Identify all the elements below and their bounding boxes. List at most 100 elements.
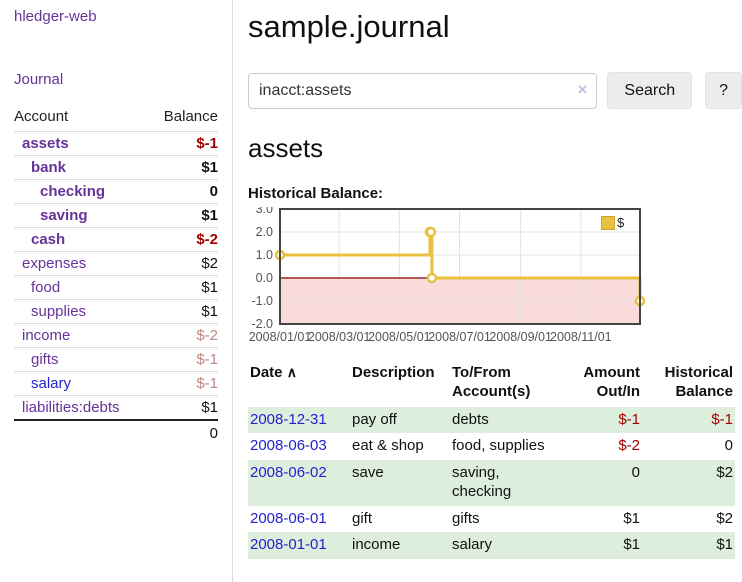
register-cell-accounts: saving, checking	[452, 464, 512, 500]
register-row: 2008-12-31 pay off debts $-1 $-1	[248, 406, 735, 434]
svg-text:0.0: 0.0	[256, 271, 273, 285]
account-row-bank: bank $1	[14, 155, 218, 180]
svg-text:2008/11/01: 2008/11/01	[550, 330, 612, 344]
register-cell-balance: $1	[716, 536, 733, 554]
chart-title: Historical Balance:	[248, 185, 384, 203]
account-balance: $1	[148, 203, 218, 228]
account-link-supplies[interactable]: supplies	[31, 303, 87, 320]
register-row: 2008-06-03 eat & shop food, supplies $-2…	[248, 433, 735, 460]
register-cell-description: eat & shop	[352, 437, 424, 455]
register-cell-amount: $1	[623, 509, 640, 527]
account-balance: $1	[148, 275, 218, 300]
account-link-expenses[interactable]: expenses	[22, 255, 87, 272]
sidebar-item-journal[interactable]: Journal	[14, 71, 64, 88]
register-header-amount: Amount Out/In	[583, 364, 640, 400]
account-balance: $-2	[148, 323, 218, 348]
account-link-food[interactable]: food	[31, 279, 61, 296]
account-link-assets[interactable]: assets	[22, 135, 69, 152]
account-link-salary[interactable]: salary	[31, 375, 72, 392]
account-link-checking[interactable]: checking	[40, 183, 106, 200]
search-input[interactable]	[248, 72, 598, 109]
accounts-table-header: Account Balance	[14, 106, 218, 132]
account-balance: $2	[148, 251, 218, 276]
register-header-row: Date ∧ Description To/From Account(s) Am…	[248, 362, 735, 407]
account-row-income: income $-2	[14, 323, 218, 348]
register-cell-accounts: debts	[452, 410, 489, 428]
accounts-table: Account Balance assets $-1 bank $1 check…	[14, 106, 218, 446]
register-row: 2008-06-02 save saving, checking 0 $2	[248, 460, 735, 506]
account-link-saving[interactable]: saving	[40, 207, 88, 224]
register-header-description: Description	[352, 364, 435, 382]
account-row-assets: assets $-1	[14, 131, 218, 156]
account-link-cash[interactable]: cash	[31, 231, 66, 248]
register-row: 2008-01-01 income salary $1 $1	[248, 532, 735, 560]
account-row-cash: cash $-2	[14, 227, 218, 252]
main-content: sample.journal × Search ? assets Histori…	[248, 0, 742, 560]
register-cell-description: pay off	[352, 410, 397, 428]
app-brand-link[interactable]: hledger-web	[14, 8, 97, 25]
balance-chart-svg: 3.0 2.0 1.0 0.0 -1.0 -2.02008/01/012008/03/01…	[249, 202, 646, 344]
account-balance: $1	[148, 299, 218, 324]
svg-text:2008/07/01: 2008/07/01	[428, 330, 491, 344]
clear-search-icon[interactable]: ×	[577, 79, 588, 99]
register-cell-amount: 0	[631, 464, 640, 482]
account-row-liabilities-debts: liabilities:debts $1	[14, 395, 218, 420]
svg-text:2008/05/01: 2008/05/01	[368, 330, 431, 344]
balance-chart: 3.0 2.0 1.0 0.0 -1.0 -2.0 2008/01/01 2008/03/01…	[248, 202, 648, 347]
account-link-income[interactable]: income	[22, 327, 71, 344]
app-brand: hledger-web	[14, 8, 218, 25]
account-row-salary: salary $-1	[14, 371, 218, 396]
register-cell-accounts: salary	[452, 536, 493, 554]
register-date-link[interactable]: 2008-06-03	[250, 437, 327, 455]
account-balance: 0	[148, 179, 218, 204]
page-title: sample.journal	[248, 9, 450, 44]
account-link-bank[interactable]: bank	[31, 159, 67, 176]
account-balance: $-2	[148, 227, 218, 252]
register-cell-description: income	[352, 536, 401, 554]
register-header-accounts: To/From Account(s)	[452, 364, 531, 400]
search-box: ×	[248, 72, 598, 109]
register-date-link[interactable]: 2008-01-01	[250, 536, 327, 554]
register-date-link[interactable]: 2008-06-02	[250, 464, 327, 482]
svg-text:1.0: 1.0	[256, 248, 273, 262]
register-table: Date ∧ Description To/From Account(s) Am…	[248, 362, 735, 560]
register-cell-balance: 0	[724, 437, 733, 455]
account-row-saving: saving $1	[14, 203, 218, 228]
account-row-checking: checking 0	[14, 179, 218, 204]
register-cell-accounts: gifts	[452, 509, 480, 527]
register-date-link[interactable]: 2008-06-01	[250, 509, 327, 527]
svg-text:3.0: 3.0	[256, 207, 273, 216]
register-cell-amount: $-2	[618, 437, 640, 455]
svg-text:-2.0: -2.0	[251, 317, 273, 331]
svg-text:2008/03/01: 2008/03/01	[308, 330, 371, 344]
account-row-expenses: expenses $2	[14, 251, 218, 276]
accounts-header-balance: Balance	[163, 108, 218, 125]
accounts-total-row: 0	[14, 419, 218, 446]
register-cell-description: save	[352, 464, 384, 482]
legend-label: $	[617, 215, 625, 231]
accounts-total-value: 0	[148, 419, 218, 446]
account-balance: $-1	[148, 131, 218, 156]
search-button[interactable]: Search	[607, 72, 693, 110]
account-link-gifts[interactable]: gifts	[31, 351, 59, 368]
account-row-food: food $1	[14, 275, 218, 300]
svg-text:2.0: 2.0	[256, 225, 273, 239]
svg-text:2008/01/01: 2008/01/01	[249, 330, 312, 344]
sidebar-nav: Journal	[14, 71, 218, 88]
account-row-gifts: gifts $-1	[14, 347, 218, 372]
register-cell-description: gift	[352, 509, 373, 527]
register-date-link[interactable]: 2008-12-31	[250, 410, 327, 428]
account-heading: assets	[248, 133, 324, 164]
register-header-balance: Historical Balance	[664, 364, 733, 400]
help-button[interactable]: ?	[705, 72, 742, 110]
register-cell-balance: $-1	[711, 410, 733, 428]
sort-ascending-icon: ∧	[286, 364, 297, 381]
register-cell-amount: $1	[623, 536, 640, 554]
search-form: × Search ?	[248, 72, 742, 110]
account-row-supplies: supplies $1	[14, 299, 218, 324]
svg-text:2008/09/01: 2008/09/01	[489, 330, 552, 344]
account-link-liabilities-debts[interactable]: liabilities:debts	[22, 399, 120, 416]
chart-legend: $	[601, 215, 624, 230]
register-cell-balance: $2	[716, 464, 733, 482]
account-balance: $-1	[148, 371, 218, 396]
